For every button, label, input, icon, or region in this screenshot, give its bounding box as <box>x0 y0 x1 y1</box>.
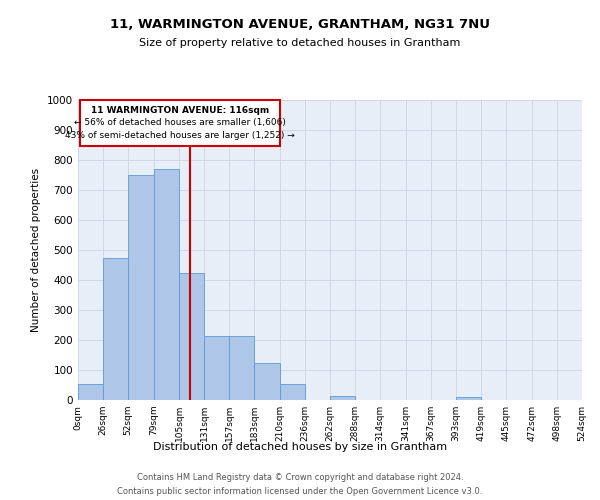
Bar <box>179 272 204 400</box>
Bar <box>204 336 229 400</box>
Text: 11 WARMINGTON AVENUE: 116sqm: 11 WARMINGTON AVENUE: 116sqm <box>91 106 269 114</box>
Bar <box>330 396 355 400</box>
Bar <box>103 258 128 400</box>
Bar <box>229 336 254 400</box>
Bar <box>254 362 280 400</box>
Text: Contains public sector information licensed under the Open Government Licence v3: Contains public sector information licen… <box>118 488 482 496</box>
Bar <box>128 175 154 400</box>
Y-axis label: Number of detached properties: Number of detached properties <box>31 168 41 332</box>
Bar <box>280 384 305 400</box>
Text: Distribution of detached houses by size in Grantham: Distribution of detached houses by size … <box>153 442 447 452</box>
Text: ← 56% of detached houses are smaller (1,606): ← 56% of detached houses are smaller (1,… <box>74 118 286 128</box>
Text: Size of property relative to detached houses in Grantham: Size of property relative to detached ho… <box>139 38 461 48</box>
Text: 43% of semi-detached houses are larger (1,252) →: 43% of semi-detached houses are larger (… <box>65 131 295 140</box>
Bar <box>456 397 481 400</box>
FancyBboxPatch shape <box>80 100 280 146</box>
Text: 11, WARMINGTON AVENUE, GRANTHAM, NG31 7NU: 11, WARMINGTON AVENUE, GRANTHAM, NG31 7N… <box>110 18 490 30</box>
Bar <box>154 169 179 400</box>
Bar <box>78 384 103 400</box>
Text: Contains HM Land Registry data © Crown copyright and database right 2024.: Contains HM Land Registry data © Crown c… <box>137 472 463 482</box>
